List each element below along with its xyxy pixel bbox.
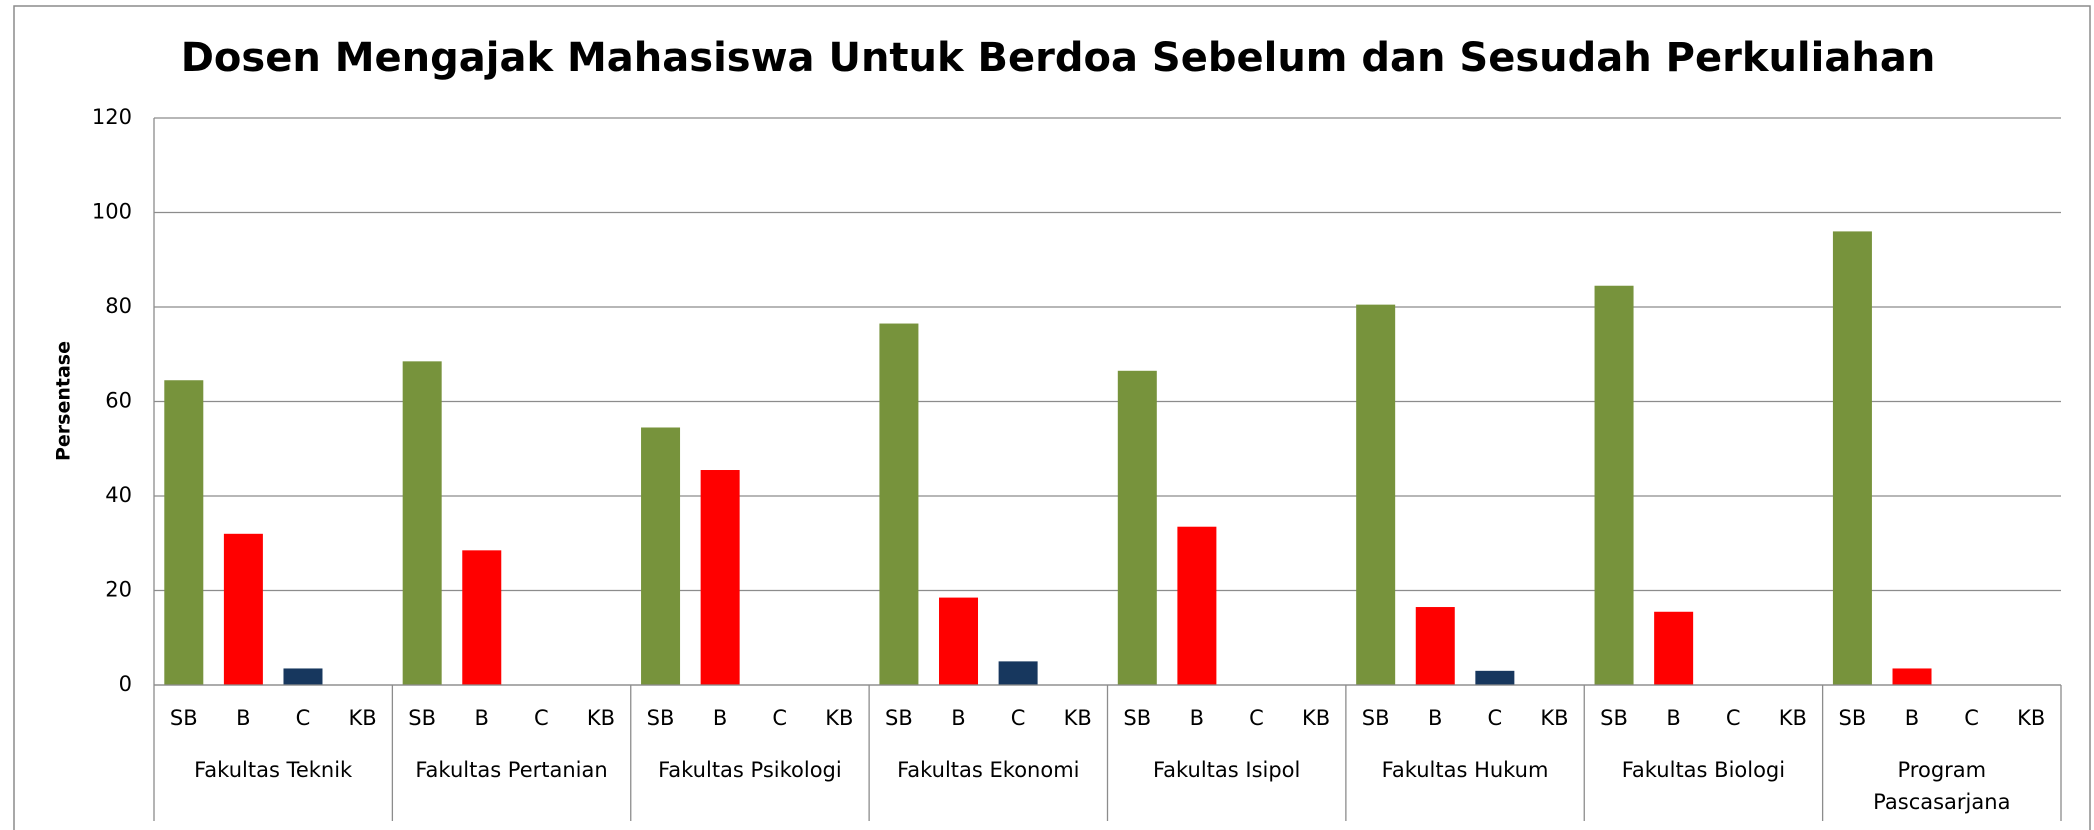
y-tick-label: 0: [119, 672, 132, 696]
x-subcategory-label: SB: [1600, 706, 1628, 730]
bar: [402, 361, 442, 685]
x-subcategory-label: C: [1726, 706, 1741, 730]
x-subcategory-label: SB: [1123, 706, 1151, 730]
x-subcategory-label: C: [1011, 706, 1026, 730]
y-axis-label: Persentase: [53, 341, 75, 461]
x-subcategory-label: SB: [1362, 706, 1390, 730]
x-subcategory-label: KB: [1779, 706, 1807, 730]
x-group-label: Fakultas Teknik: [194, 758, 353, 782]
x-subcategory-label: B: [1666, 706, 1680, 730]
bar: [462, 550, 502, 685]
x-group-label: Fakultas Biologi: [1622, 758, 1785, 782]
y-tick-label: 40: [105, 483, 132, 507]
bar: [1177, 526, 1217, 685]
x-group-label: Fakultas Ekonomi: [897, 758, 1079, 782]
x-subcategory-label: C: [1488, 706, 1503, 730]
x-subcategory-label: KB: [587, 706, 615, 730]
x-subcategory-label: B: [713, 706, 727, 730]
x-subcategory-label: C: [1249, 706, 1264, 730]
x-subcategory-label: SB: [408, 706, 436, 730]
bar: [641, 427, 681, 685]
x-subcategory-label: B: [236, 706, 250, 730]
x-group-label-line: Pascasarjana: [1873, 790, 2010, 814]
bar: [1415, 607, 1455, 685]
bar: [1117, 370, 1157, 685]
x-subcategory-label: KB: [2017, 706, 2045, 730]
bar: [1892, 668, 1932, 685]
y-tick-label: 120: [92, 105, 132, 129]
y-tick-label: 100: [92, 200, 132, 224]
bar: [998, 661, 1038, 685]
bar: [939, 597, 979, 685]
y-tick-label: 80: [105, 294, 132, 318]
x-subcategory-label: C: [534, 706, 549, 730]
x-group-label: Fakultas Isipol: [1153, 758, 1300, 782]
bar: [1475, 670, 1515, 685]
x-subcategory-label: SB: [885, 706, 913, 730]
chart-frame: [13, 5, 2091, 830]
bar: [1832, 231, 1872, 685]
bar: [1594, 285, 1634, 685]
x-subcategory-label: B: [1190, 706, 1204, 730]
x-subcategory-label: B: [951, 706, 965, 730]
x-group-label-line: Program: [1898, 758, 1987, 782]
bar: [879, 323, 919, 685]
y-tick-label: 60: [105, 389, 132, 413]
bar: [700, 470, 740, 685]
x-subcategory-label: SB: [647, 706, 675, 730]
bar: [223, 533, 263, 685]
x-subcategory-label: C: [1964, 706, 1979, 730]
x-group-label: Fakultas Hukum: [1382, 758, 1549, 782]
chart-title: Dosen Mengajak Mahasiswa Untuk Berdoa Se…: [181, 35, 1936, 81]
bar: [283, 668, 323, 685]
x-subcategory-label: B: [475, 706, 489, 730]
x-group-label: Fakultas Pertanian: [415, 758, 607, 782]
x-subcategory-label: KB: [348, 706, 376, 730]
x-subcategory-label: KB: [825, 706, 853, 730]
x-subcategory-label: SB: [170, 706, 198, 730]
bar: [1654, 611, 1694, 685]
x-subcategory-label: C: [296, 706, 311, 730]
x-subcategory-label: KB: [1064, 706, 1092, 730]
x-subcategory-label: C: [772, 706, 787, 730]
y-tick-label: 20: [105, 578, 132, 602]
bar: [1356, 304, 1396, 685]
x-subcategory-label: B: [1905, 706, 1919, 730]
bar: [164, 380, 204, 685]
x-subcategory-label: SB: [1839, 706, 1867, 730]
x-group-label: Fakultas Psikologi: [658, 758, 842, 782]
x-subcategory-label: KB: [1540, 706, 1568, 730]
x-subcategory-label: B: [1428, 706, 1442, 730]
x-subcategory-label: KB: [1302, 706, 1330, 730]
x-group-label: Program Pascasarjana: [1873, 758, 2010, 814]
